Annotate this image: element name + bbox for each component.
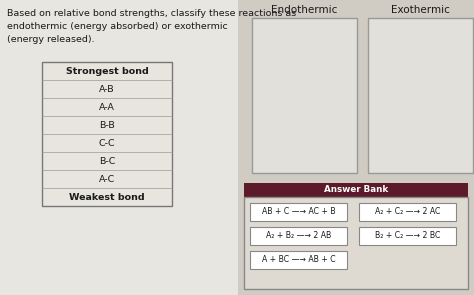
FancyBboxPatch shape [368,18,473,173]
Text: Strongest bond: Strongest bond [65,66,148,76]
FancyBboxPatch shape [0,0,238,295]
Text: B₂ + C₂ —→ 2 BC: B₂ + C₂ —→ 2 BC [375,232,440,240]
Text: A₂ + B₂ —→ 2 AB: A₂ + B₂ —→ 2 AB [266,232,331,240]
FancyBboxPatch shape [42,62,172,206]
FancyBboxPatch shape [250,203,347,221]
Text: A + BC —→ AB + C: A + BC —→ AB + C [262,255,335,265]
FancyBboxPatch shape [244,183,468,197]
Text: Based on relative bond strengths, classify these reactions as
endothermic (energ: Based on relative bond strengths, classi… [7,9,296,44]
Text: Answer Bank: Answer Bank [324,186,388,194]
Text: A-C: A-C [99,175,115,183]
FancyBboxPatch shape [359,203,456,221]
Text: Weakest bond: Weakest bond [69,193,145,201]
FancyBboxPatch shape [250,227,347,245]
FancyBboxPatch shape [250,251,347,269]
Text: A-A: A-A [99,102,115,112]
Text: A-B: A-B [99,84,115,94]
Text: Endothermic: Endothermic [271,5,337,15]
Text: A₂ + C₂ —→ 2 AC: A₂ + C₂ —→ 2 AC [375,207,440,217]
Text: AB + C —→ AC + B: AB + C —→ AC + B [262,207,335,217]
FancyBboxPatch shape [238,0,474,295]
FancyBboxPatch shape [244,197,468,289]
FancyBboxPatch shape [359,227,456,245]
Text: B-B: B-B [99,120,115,130]
Text: B-C: B-C [99,157,115,165]
Text: Exothermic: Exothermic [391,5,450,15]
Text: C-C: C-C [99,138,115,148]
FancyBboxPatch shape [252,18,357,173]
